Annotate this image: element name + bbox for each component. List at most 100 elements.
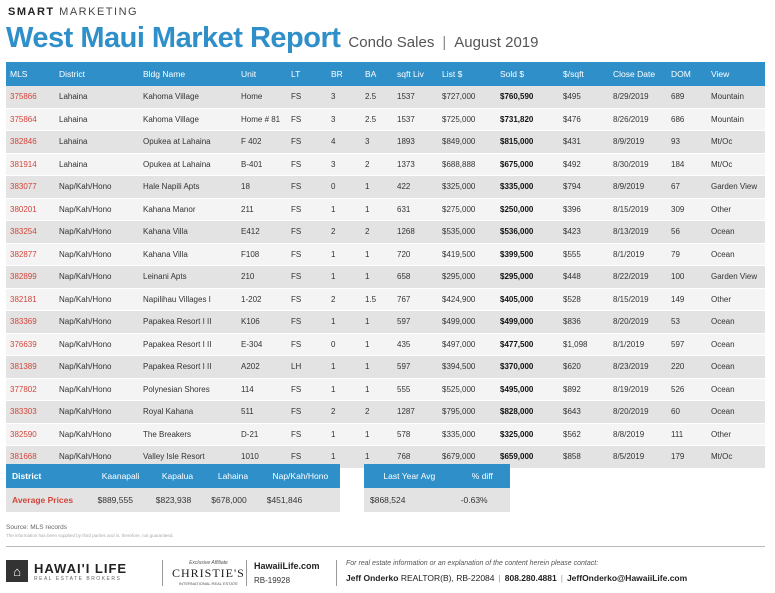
- agent-title: REALTOR(B), RB-22084: [400, 573, 495, 583]
- cell-sold: $250,000: [496, 198, 559, 221]
- contact-separator: |: [498, 573, 501, 583]
- table-row: 383077 Nap/Kah/Hono Hale Napili Apts 18 FS 0 1…: [6, 175, 765, 199]
- cell-dom: 597: [667, 333, 707, 356]
- cell-district: Nap/Kah/Hono: [55, 175, 139, 199]
- column-header-close-date: Close Date: [609, 62, 667, 86]
- cell-br: 3: [327, 153, 361, 176]
- cell-mls: 375864: [6, 108, 55, 131]
- cell-lt: FS: [287, 86, 327, 109]
- cell-ba: 3: [361, 130, 393, 154]
- summary-value-0-63: -0.63%: [454, 488, 510, 512]
- cell-district: Nap/Kah/Hono: [55, 445, 139, 469]
- cell-mls: 382846: [6, 130, 55, 154]
- cell-list: $525,000: [438, 378, 496, 401]
- cell-close-date: 8/9/2019: [609, 130, 667, 154]
- cell-br: 2: [327, 288, 361, 311]
- cell-list: $419,500: [438, 243, 496, 266]
- logo-name: HAWAI'I LIFE: [34, 560, 128, 576]
- cell-ba: 1: [361, 378, 393, 401]
- summary-header-district: District: [6, 464, 92, 488]
- cell-sold: $477,500: [496, 333, 559, 356]
- cell-lt: FS: [287, 198, 327, 221]
- cell-list: $688,888: [438, 153, 496, 176]
- cell-sqft: $423: [559, 220, 609, 244]
- cell-district: Nap/Kah/Hono: [55, 378, 139, 401]
- cell-view: Ocean: [707, 355, 765, 379]
- cell-unit: 114: [237, 378, 287, 401]
- cell-ba: 1.5: [361, 288, 393, 311]
- cell-close-date: 8/23/2019: [609, 355, 667, 379]
- cell-list: $849,000: [438, 130, 496, 154]
- cell-bldg-name: Opukea at Lahaina: [139, 153, 237, 176]
- cell-view: Mt/Oc: [707, 130, 765, 154]
- column-header-sqft-liv: sqft Liv: [393, 62, 438, 86]
- house-icon: ⌂: [6, 560, 28, 582]
- agent-email[interactable]: JeffOnderko@HawaiiLife.com: [566, 573, 688, 583]
- cell-mls: 375866: [6, 86, 55, 109]
- table-row: 381668 Nap/Kah/Hono Valley Isle Resort 1010…: [6, 445, 765, 469]
- cell-bldg-name: Kahoma Village: [139, 108, 237, 131]
- cell-list: $275,000: [438, 198, 496, 221]
- summary-header-kaanapali: Kaanapali: [91, 464, 150, 488]
- website-link[interactable]: HawaiiLife.com: [254, 561, 320, 571]
- cell-mls: 376639: [6, 333, 55, 356]
- cell-ba: 1: [361, 423, 393, 446]
- cell-view: Ocean: [707, 400, 765, 424]
- cell-close-date: 8/13/2019: [609, 220, 667, 244]
- cell-district: Nap/Kah/Hono: [55, 423, 139, 446]
- page-title: West Maui Market Report: [6, 22, 341, 54]
- website-block: HawaiiLife.com RB-19928: [254, 561, 320, 585]
- table-row: 382590 Nap/Kah/Hono The Breakers D-21 FS 1 1 57…: [6, 423, 765, 446]
- table-row: 381389 Nap/Kah/Hono Papakea Resort I II A20…: [6, 355, 765, 379]
- cell-ba: 1: [361, 175, 393, 199]
- cell-bldg-name: Papakea Resort I II: [139, 310, 237, 334]
- table-row: 382877 Nap/Kah/Hono Kahana Villa F108 FS 1 1 72…: [6, 243, 765, 266]
- summary-header-lahaina: Lahaina: [205, 464, 261, 488]
- table-row: 375864 Lahaina Kahoma Village Home # 81 FS 3 2…: [6, 108, 765, 131]
- cell-close-date: 8/8/2019: [609, 423, 667, 446]
- summary-header-kapalua: Kapalua: [149, 464, 206, 488]
- cell-ba: 1: [361, 333, 393, 356]
- cell-lt: LH: [287, 355, 327, 379]
- cell-district: Nap/Kah/Hono: [55, 265, 139, 289]
- cell-ba: 2.5: [361, 108, 393, 131]
- cell-dom: 79: [667, 243, 707, 266]
- hawaii-life-logo: ⌂ HAWAI'I LIFE REAL ESTATE BROKERS: [6, 560, 127, 582]
- cell-list: $424,900: [438, 288, 496, 311]
- cell-district: Nap/Kah/Hono: [55, 288, 139, 311]
- cell-sqft-liv: 1537: [393, 108, 438, 131]
- title-row: West Maui Market Report Condo Sales | Augu…: [6, 22, 538, 55]
- christies-exclusive: Exclusive Affiliate: [189, 560, 228, 566]
- cell-ba: 2.5: [361, 86, 393, 109]
- brand-header: SMART MARKETING: [8, 6, 138, 18]
- cell-close-date: 8/20/2019: [609, 400, 667, 424]
- cell-dom: 100: [667, 265, 707, 289]
- cell-mls: 381668: [6, 445, 55, 469]
- agent-phone[interactable]: 808.280.4881: [504, 573, 557, 583]
- cell-bldg-name: Papakea Resort I II: [139, 333, 237, 356]
- cell-view: Ocean: [707, 220, 765, 244]
- cell-mls: 382181: [6, 288, 55, 311]
- cell-mls: 380201: [6, 198, 55, 221]
- column-header-list: List $: [438, 62, 496, 86]
- table-row: 375866 Lahaina Kahoma Village Home FS 3 2.5 153…: [6, 86, 765, 109]
- cell-ba: 1: [361, 310, 393, 334]
- cell-bldg-name: Kahana Villa: [139, 243, 237, 266]
- cell-district: Nap/Kah/Hono: [55, 220, 139, 244]
- cell-list: $499,000: [438, 310, 496, 334]
- cell-mls: 381389: [6, 355, 55, 379]
- cell-mls: 383369: [6, 310, 55, 334]
- cell-district: Nap/Kah/Hono: [55, 243, 139, 266]
- subtitle-category: Condo Sales: [348, 34, 435, 51]
- cell-sqft-liv: 1537: [393, 86, 438, 109]
- cell-sqft-liv: 422: [393, 175, 438, 199]
- cell-list: $727,000: [438, 86, 496, 109]
- cell-br: 1: [327, 355, 361, 379]
- cell-sqft: $476: [559, 108, 609, 131]
- table-row: 381914 Lahaina Opukea at Lahaina B-401 FS 3 2 1…: [6, 153, 765, 176]
- cell-lt: FS: [287, 108, 327, 131]
- cell-bldg-name: Napilihau Villages I: [139, 288, 237, 311]
- cell-view: Ocean: [707, 310, 765, 334]
- contact-line: Jeff Onderko REALTOR(B), RB-22084 | 808.28…: [346, 573, 687, 583]
- cell-dom: 149: [667, 288, 707, 311]
